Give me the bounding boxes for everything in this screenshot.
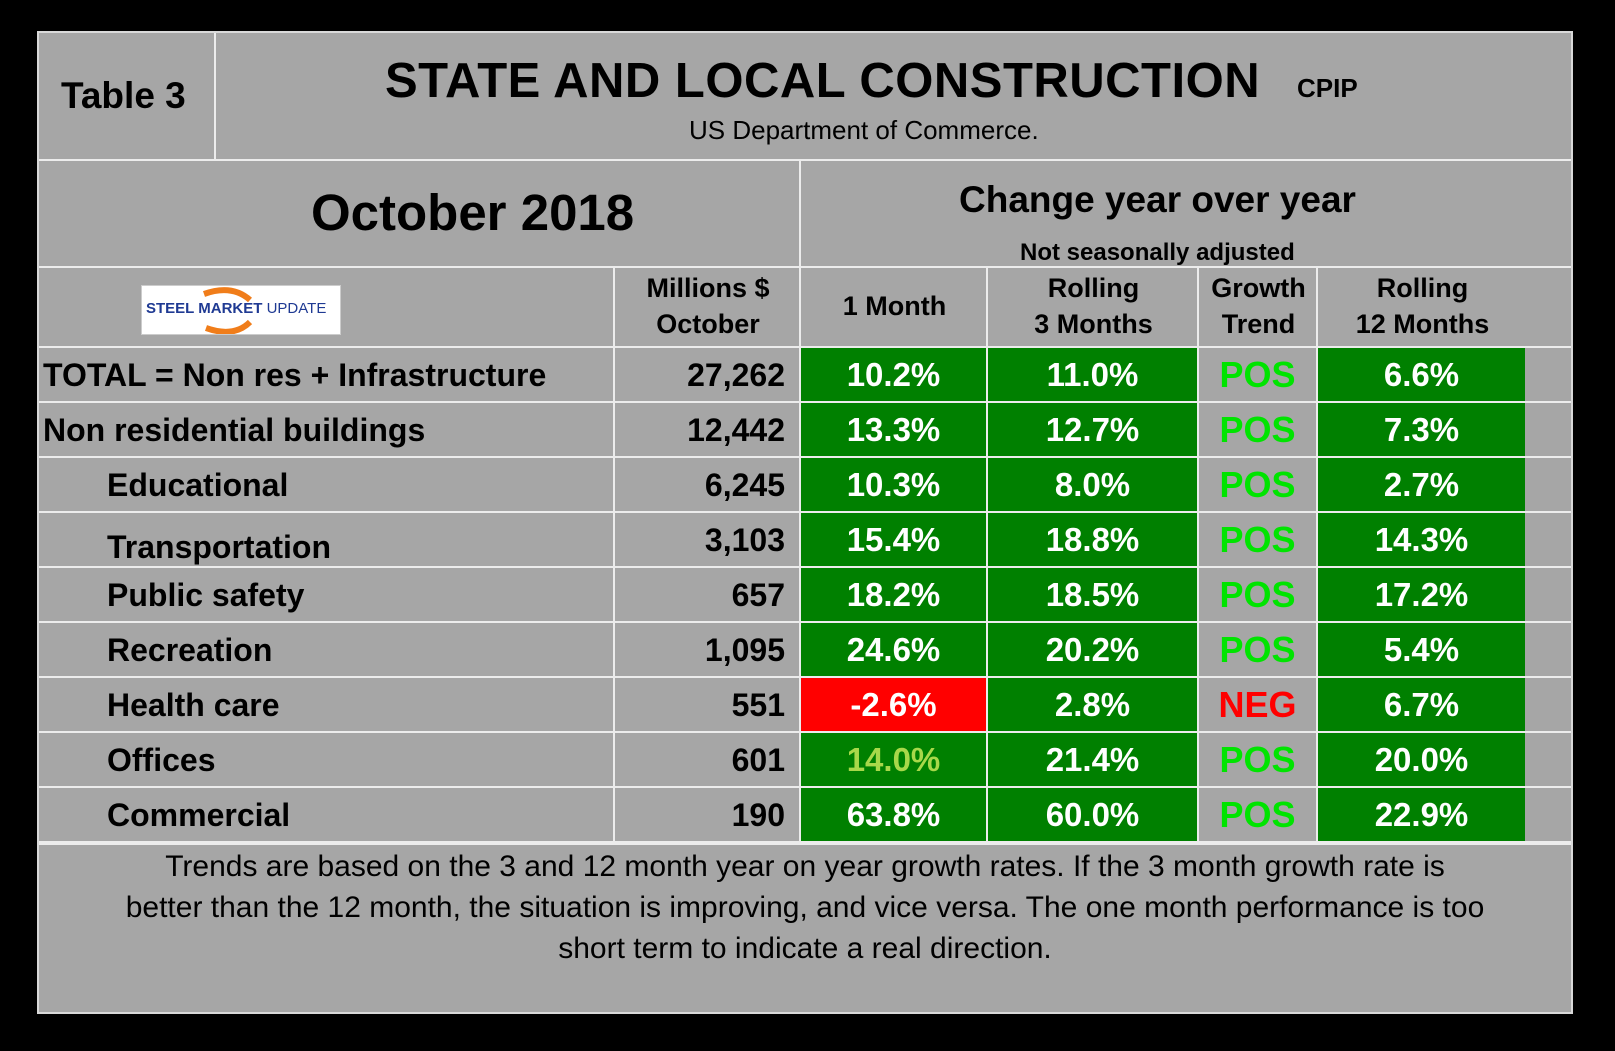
row-rolling-12: 20.0% bbox=[1318, 733, 1525, 786]
row-1-month: -2.6% bbox=[801, 678, 986, 731]
period-title: October 2018 bbox=[311, 184, 635, 241]
grid-line bbox=[39, 731, 1571, 733]
footnote-line: better than the 12 month, the situation … bbox=[125, 891, 1485, 924]
row-1-month: 10.3% bbox=[801, 458, 986, 511]
row-rolling-3: 18.8% bbox=[988, 513, 1197, 566]
footnote-line: short term to indicate a real direction. bbox=[558, 932, 1052, 965]
grid-line bbox=[39, 566, 1571, 568]
grid-line bbox=[39, 159, 1571, 161]
row-1-month: 24.6% bbox=[801, 623, 986, 676]
row-millions: 190 bbox=[731, 797, 785, 833]
row-1-month: 18.2% bbox=[801, 568, 986, 621]
logo-swoosh-icon bbox=[202, 287, 253, 334]
row-label: Public safety bbox=[107, 577, 305, 613]
row-rolling-3: 60.0% bbox=[988, 788, 1197, 841]
logo-word-update: UPDATE bbox=[266, 300, 327, 317]
row-label: Health care bbox=[107, 687, 280, 723]
row-rolling-12: 2.7% bbox=[1318, 458, 1525, 511]
row-rolling-12: 6.7% bbox=[1318, 678, 1525, 731]
source-text: US Department of Commerce. bbox=[689, 115, 1039, 145]
row-rolling-3: 18.5% bbox=[988, 568, 1197, 621]
logo-word-market: MARKET bbox=[198, 300, 263, 317]
row-1-month: 13.3% bbox=[801, 403, 986, 456]
row-growth-trend: POS bbox=[1219, 408, 1296, 450]
change-title: Change year over year bbox=[959, 179, 1356, 220]
row-1-month: 14.0% bbox=[801, 733, 986, 786]
row-rolling-12: 6.6% bbox=[1318, 348, 1525, 401]
row-1-month: 15.4% bbox=[801, 513, 986, 566]
row-rolling-12: 17.2% bbox=[1318, 568, 1525, 621]
grid-line bbox=[799, 159, 801, 843]
row-rolling-3: 2.8% bbox=[988, 678, 1197, 731]
row-label: Recreation bbox=[107, 632, 273, 668]
row-label: Commercial bbox=[107, 797, 291, 833]
steel-market-update-logo: STEEL MARKET UPDATE bbox=[141, 285, 341, 335]
grid-line bbox=[1316, 266, 1318, 843]
row-rolling-3: 20.2% bbox=[988, 623, 1197, 676]
grid-line bbox=[214, 33, 216, 159]
row-growth-trend: NEG bbox=[1218, 683, 1297, 725]
grid-line bbox=[39, 786, 1571, 788]
row-millions: 27,262 bbox=[687, 357, 785, 393]
logo-word-steel: STEEL bbox=[146, 300, 195, 317]
page-title: STATE AND LOCAL CONSTRUCTION bbox=[385, 54, 1261, 108]
row-rolling-3: 21.4% bbox=[988, 733, 1197, 786]
table-label: Table 3 bbox=[61, 75, 186, 116]
grid-line bbox=[986, 266, 988, 843]
row-growth-trend: POS bbox=[1219, 463, 1296, 505]
row-1-month: 10.2% bbox=[801, 348, 986, 401]
table-panel: Table 3 STATE AND LOCAL CONSTRUCTION CPI… bbox=[37, 31, 1573, 1014]
row-growth-trend: POS bbox=[1219, 738, 1296, 780]
grid-line bbox=[39, 621, 1571, 623]
grid-line bbox=[39, 456, 1571, 458]
grid-line bbox=[1197, 266, 1199, 843]
grid-line bbox=[39, 843, 1571, 845]
row-growth-trend: POS bbox=[1219, 793, 1296, 835]
footnote: Trends are based on the 3 and 12 month y… bbox=[39, 846, 1571, 969]
row-growth-trend: POS bbox=[1219, 628, 1296, 670]
column-header-rolling-3: Rolling 3 Months bbox=[1034, 273, 1153, 339]
row-millions: 1,095 bbox=[704, 632, 785, 668]
grid-line bbox=[39, 346, 1571, 348]
row-growth-trend: POS bbox=[1219, 573, 1296, 615]
row-label: Offices bbox=[107, 742, 216, 778]
footnote-line: Trends are based on the 3 and 12 month y… bbox=[165, 850, 1445, 883]
grid-line bbox=[39, 841, 1571, 843]
row-rolling-12: 7.3% bbox=[1318, 403, 1525, 456]
grid-line bbox=[39, 676, 1571, 678]
row-millions: 3,103 bbox=[704, 522, 785, 558]
grid-line bbox=[39, 511, 1571, 513]
row-rolling-3: 12.7% bbox=[988, 403, 1197, 456]
row-label: Educational bbox=[107, 467, 289, 503]
grid-line bbox=[39, 266, 1571, 268]
title-tag: CPIP bbox=[1297, 73, 1358, 103]
row-millions: 657 bbox=[731, 577, 785, 613]
row-millions: 12,442 bbox=[687, 412, 785, 448]
row-rolling-12: 14.3% bbox=[1318, 513, 1525, 566]
change-subtitle: Not seasonally adjusted bbox=[1020, 239, 1295, 266]
row-label: Non residential buildings bbox=[43, 412, 426, 448]
row-millions: 6,245 bbox=[704, 467, 785, 503]
row-growth-trend: POS bbox=[1219, 353, 1296, 395]
column-header-rolling-12: Rolling 12 Months bbox=[1355, 273, 1490, 339]
grid-line bbox=[613, 266, 615, 843]
row-growth-trend: POS bbox=[1219, 518, 1296, 560]
row-rolling-12: 22.9% bbox=[1318, 788, 1525, 841]
row-rolling-3: 8.0% bbox=[988, 458, 1197, 511]
row-millions: 551 bbox=[731, 687, 785, 723]
column-header-millions: Millions $ October bbox=[646, 273, 770, 339]
row-label: Transportation bbox=[107, 529, 332, 565]
column-header-1-month: 1 Month bbox=[842, 291, 947, 321]
row-label: TOTAL = Non res + Infrastructure bbox=[43, 357, 547, 393]
row-millions: 601 bbox=[731, 742, 785, 778]
row-rolling-12: 5.4% bbox=[1318, 623, 1525, 676]
column-header-growth-trend: Growth Trend bbox=[1211, 273, 1306, 339]
grid-line bbox=[39, 401, 1571, 403]
row-rolling-3: 11.0% bbox=[988, 348, 1197, 401]
row-1-month: 63.8% bbox=[801, 788, 986, 841]
